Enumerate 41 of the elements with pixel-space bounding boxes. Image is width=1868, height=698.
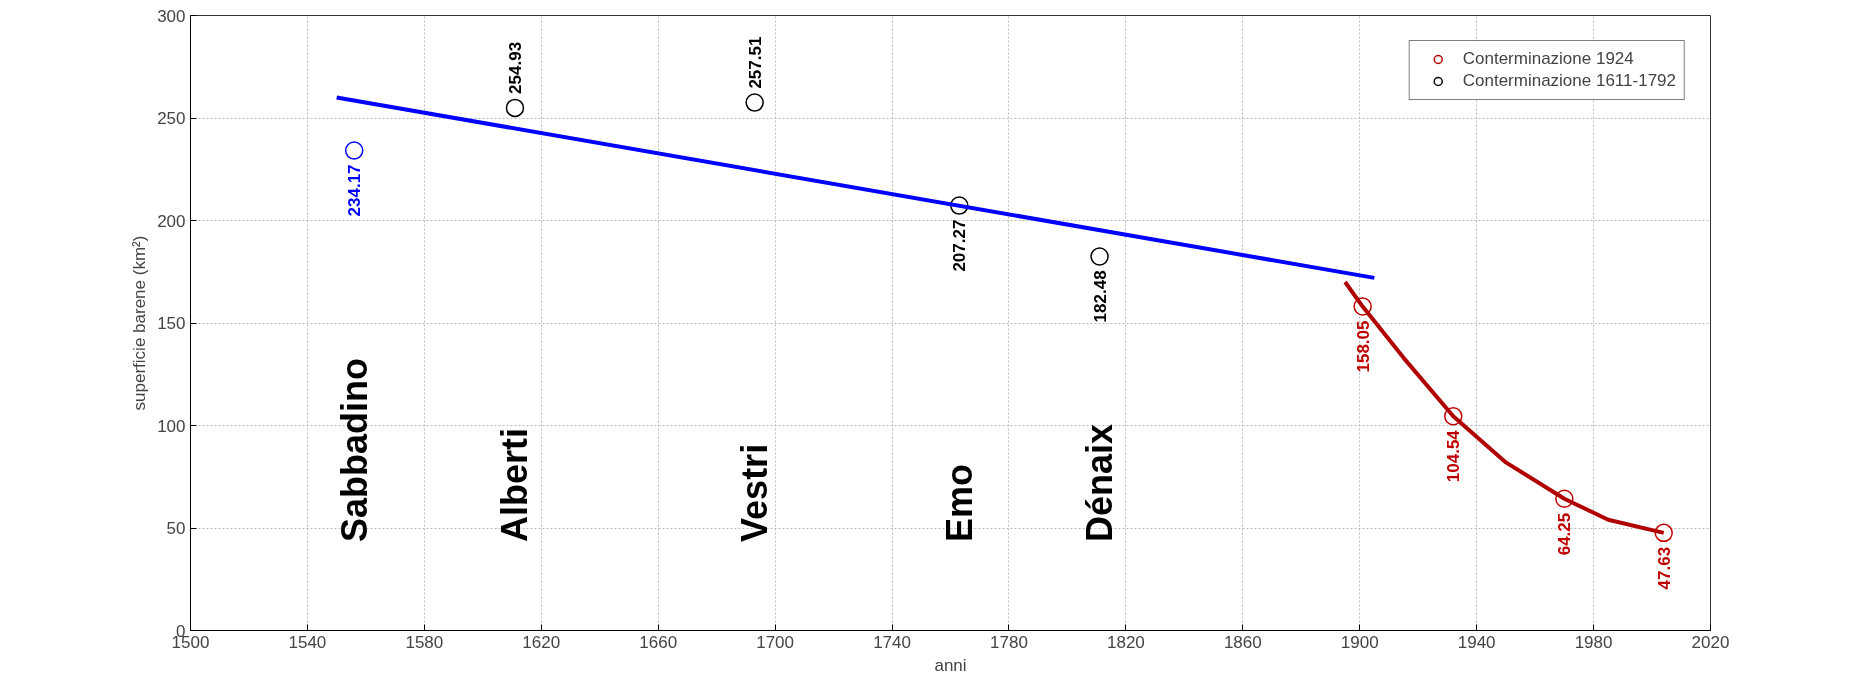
- point: [344, 141, 364, 160]
- x-tick-label: 1780: [990, 632, 1028, 652]
- x-tick-label: 1980: [1574, 632, 1613, 652]
- point: [505, 98, 525, 118]
- data-label: 104.54: [1444, 429, 1464, 483]
- x-tick-label: 1940: [1457, 632, 1496, 652]
- y-tick-label: 300: [157, 6, 186, 26]
- annotation: Sabbadino: [333, 357, 375, 542]
- x-tick-label: 1620: [522, 632, 561, 652]
- data-label: 234.17: [345, 164, 365, 217]
- x-tick-label: 1660: [639, 632, 678, 652]
- point: [745, 93, 764, 112]
- point: [1090, 247, 1109, 266]
- data-label: 207.27: [950, 219, 970, 272]
- y-tick-label: 250: [157, 109, 186, 128]
- x-tick-label: 1860: [1223, 632, 1262, 652]
- data-label: 64.25: [1555, 512, 1575, 556]
- data-label: 47.63: [1654, 546, 1674, 590]
- y-tick-label: 100: [157, 416, 186, 436]
- y-tick-label: 50: [166, 519, 186, 538]
- annotation: Emo: [938, 463, 980, 542]
- y-tick-label: 200: [157, 211, 186, 231]
- x-tick-label: 1740: [873, 632, 911, 652]
- x-tick-label: 1580: [405, 632, 444, 652]
- data-label: 158.05: [1353, 320, 1373, 373]
- data-label: 257.51: [745, 36, 765, 89]
- legend-label: Conterminazione 1924: [1462, 49, 1634, 69]
- x-tick-label: 1900: [1340, 632, 1379, 652]
- annotation: Vestri: [734, 443, 776, 542]
- x-tick-label: 1540: [288, 632, 327, 652]
- y-axis-title: superficie barene (km²): [130, 235, 150, 411]
- x-tick-label: 1700: [756, 632, 795, 652]
- x-tick-label: 2020: [1691, 632, 1730, 652]
- y-tick-label: 150: [157, 314, 186, 333]
- x-axis-title: anni: [934, 655, 967, 675]
- legend-label: Conterminazione 1611-1792: [1462, 71, 1676, 91]
- data-label: 182.48: [1090, 270, 1110, 323]
- annotation: Dénaix: [1079, 423, 1121, 542]
- data-label: 254.93: [505, 41, 525, 94]
- annotation: Alberti: [494, 427, 536, 542]
- x-tick-label: 1820: [1106, 632, 1145, 652]
